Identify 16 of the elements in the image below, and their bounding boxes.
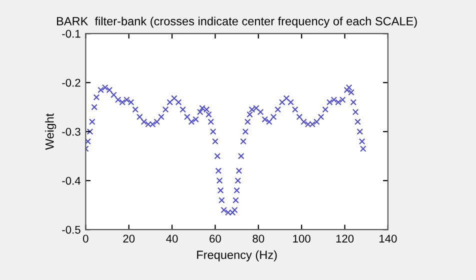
y-tick-label: -0.3 [62, 128, 80, 136]
x-tick-label: 140 [380, 234, 397, 243]
x-tick-label: 80 [252, 234, 264, 243]
y-tick-label: -0.5 [62, 226, 80, 234]
chart-title: BARK filter-bank (crosses indicate center frequency of each SCALE) [57, 16, 417, 28]
y-tick-label: -0.2 [62, 78, 80, 87]
y-tick-label: -0.4 [62, 176, 80, 185]
y-axis-title: Weight [45, 113, 56, 150]
y-tick-label: -0.1 [62, 30, 80, 38]
x-tick-label: 0 [83, 234, 88, 243]
x-axis-title: Frequency (Hz) [197, 250, 277, 262]
x-tick-label: 40 [166, 234, 178, 243]
x-tick-label: 20 [123, 234, 135, 243]
x-tick-label: 60 [210, 234, 221, 243]
x-tick-label: 100 [293, 234, 310, 243]
x-tick-label: 120 [336, 234, 354, 243]
